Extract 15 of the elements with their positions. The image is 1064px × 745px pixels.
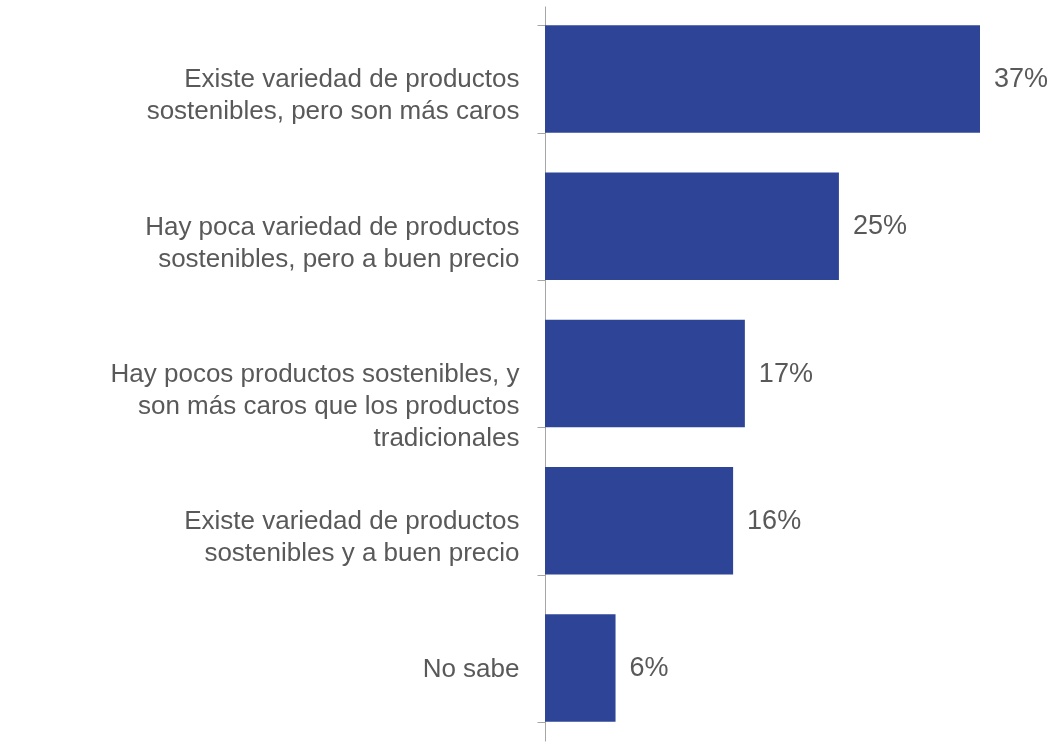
bar <box>545 25 980 133</box>
data-label: 25% <box>852 210 907 241</box>
y-tick-label: No sabe <box>422 652 520 683</box>
bar <box>545 172 839 280</box>
data-label: 37% <box>994 62 1049 93</box>
data-label: 16% <box>747 504 802 535</box>
data-label: 17% <box>758 357 813 388</box>
y-tick-label: Hay poca variedad de productos sostenibles, pero a buen precio <box>145 210 520 273</box>
y-tick-label: Existe variedad de productos sostenibles y a buen precio <box>184 505 520 568</box>
y-tick-label: Hay pocos productos sostenibles, y son más caros que los productos tradicionales <box>110 358 520 452</box>
y-tick-label: Existe variedad de productos sostenibles, pero son más caros <box>146 63 520 126</box>
bar <box>545 319 745 428</box>
bar <box>545 467 734 575</box>
bar <box>545 614 616 722</box>
data-label: 6% <box>629 652 669 683</box>
